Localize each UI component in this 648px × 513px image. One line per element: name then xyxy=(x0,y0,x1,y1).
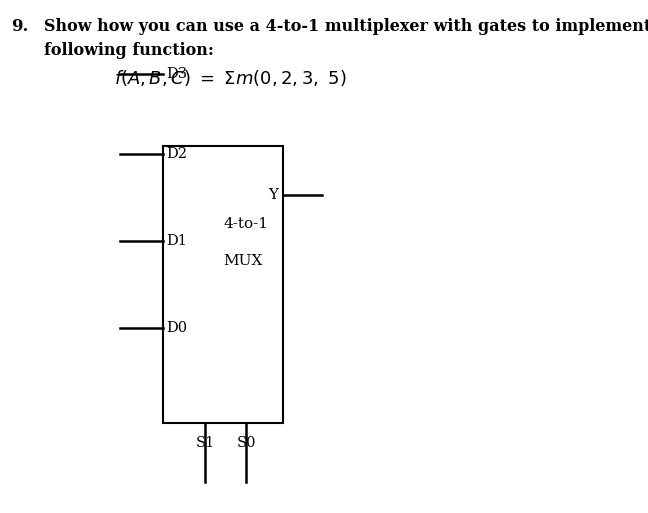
Text: Show how you can use a 4-to-1 multiplexer with gates to implement the: Show how you can use a 4-to-1 multiplexe… xyxy=(44,18,648,35)
Text: D2: D2 xyxy=(167,147,188,161)
Text: 4-to-1: 4-to-1 xyxy=(224,217,268,231)
Text: 9.: 9. xyxy=(12,18,29,35)
Text: Y: Y xyxy=(268,188,279,202)
Text: following function:: following function: xyxy=(44,42,214,59)
Text: D3: D3 xyxy=(167,67,188,82)
Text: S0: S0 xyxy=(237,436,256,450)
Text: MUX: MUX xyxy=(224,254,262,268)
Text: $f(A, B, C)\ =\ \Sigma m(0,2,3,\ 5)$: $f(A, B, C)\ =\ \Sigma m(0,2,3,\ 5)$ xyxy=(114,68,347,88)
Bar xyxy=(163,146,283,423)
Text: D0: D0 xyxy=(167,321,188,336)
Text: S1: S1 xyxy=(195,436,214,450)
Text: D1: D1 xyxy=(167,234,187,248)
